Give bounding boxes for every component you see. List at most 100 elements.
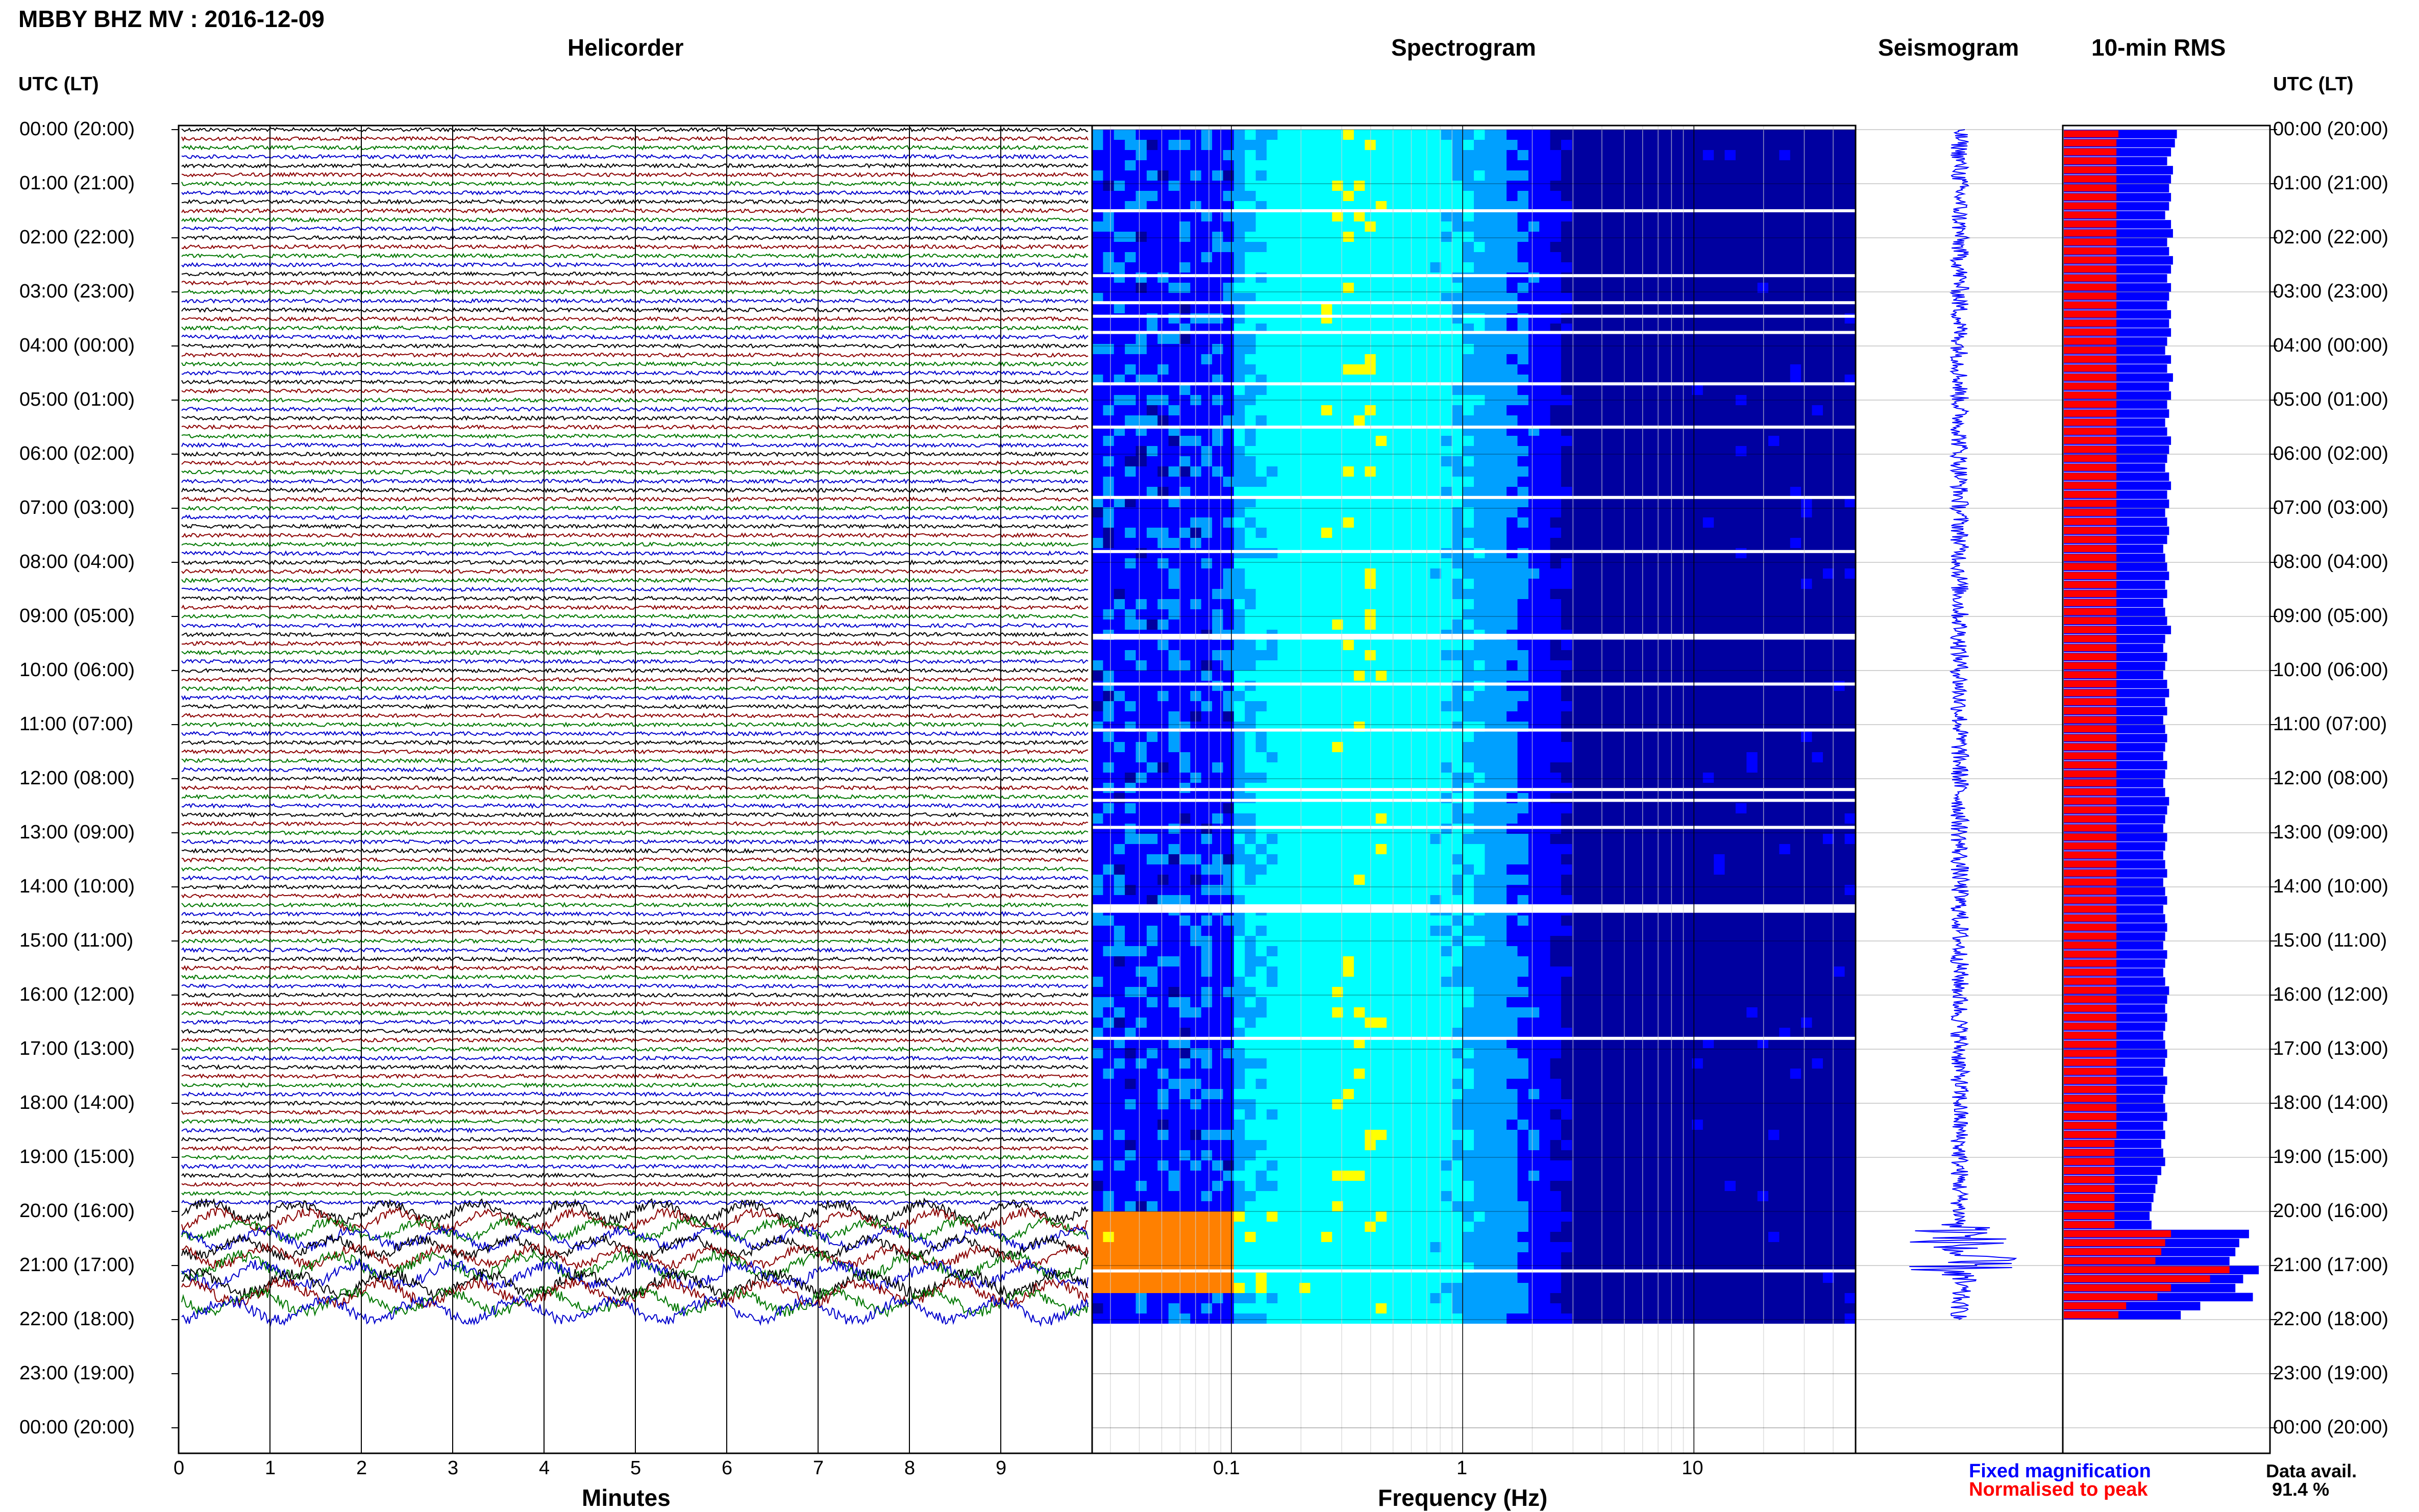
- spectrogram-cell: [1408, 517, 1420, 528]
- spectrogram-cell: [1277, 456, 1289, 466]
- spectrogram-cell: [1812, 803, 1823, 813]
- spectrogram-cell: [1768, 783, 1780, 793]
- spectrogram-cell: [1594, 211, 1606, 221]
- spectrogram-cell: [1430, 272, 1442, 283]
- spectrogram-cell: [1714, 436, 1725, 446]
- spectrogram-cell: [1702, 293, 1714, 303]
- spectrogram-cell: [1539, 221, 1551, 232]
- spectrogram-cell: [1779, 201, 1791, 211]
- spectrogram-cell: [1299, 803, 1311, 813]
- spectrogram-cell: [1834, 579, 1845, 589]
- spectrogram-cell: [1310, 599, 1322, 609]
- spectrogram-cell: [1419, 507, 1431, 517]
- spectrogram-cell: [1353, 548, 1365, 558]
- time-tick-label: 03:00 (23:00): [19, 281, 135, 302]
- spectrogram-cell: [1692, 732, 1704, 742]
- spectrogram-cell: [1157, 487, 1169, 497]
- spectrogram-cell: [1637, 466, 1649, 477]
- spectrogram-cell: [1299, 262, 1311, 272]
- spectrogram-cell: [1583, 762, 1594, 773]
- spectrogram-cell: [1114, 579, 1125, 589]
- spectrogram-cell: [1452, 477, 1464, 487]
- spectrogram-cell: [1681, 252, 1693, 262]
- spectrogram-cell: [1212, 548, 1224, 558]
- spectrogram-cell: [1648, 813, 1660, 824]
- spectrogram-cell: [1507, 650, 1518, 660]
- spectrogram-cell: [1146, 640, 1158, 650]
- spectrogram-cell: [1681, 762, 1693, 773]
- spectrogram-cell: [1822, 405, 1834, 415]
- spectrogram-cell: [1266, 813, 1278, 824]
- spectrogram-cell: [1125, 742, 1137, 752]
- spectrogram-cell: [1812, 558, 1823, 568]
- time-tick-label: 13:00 (09:00): [2273, 822, 2389, 843]
- spectrogram-cell: [1245, 242, 1256, 252]
- spectrogram-cell: [1561, 783, 1572, 793]
- spectrogram-cell: [1714, 201, 1725, 211]
- spectrogram-cell: [1463, 701, 1474, 711]
- spectrogram-cell: [1834, 773, 1845, 783]
- spectrogram-cell: [1277, 589, 1289, 599]
- spectrogram-cell: [1343, 599, 1354, 609]
- spectrogram-cell: [1692, 477, 1704, 487]
- spectrogram-cell: [1615, 538, 1627, 548]
- spectrogram-cell: [1255, 773, 1267, 783]
- spectrogram-cell: [1353, 558, 1365, 568]
- spectrogram-cell: [1517, 446, 1529, 456]
- spectrogram-cell: [1245, 589, 1256, 599]
- spectrogram-cell: [1277, 783, 1289, 793]
- spectrogram-cell: [1637, 344, 1649, 354]
- spectrogram-cell: [1288, 589, 1300, 599]
- spectrogram-cell: [1353, 334, 1365, 344]
- spectrogram-cell: [1746, 752, 1758, 762]
- spectrogram-cell: [1583, 732, 1594, 742]
- minute-tick-label: 0: [174, 1457, 185, 1479]
- spectrogram-cell: [1233, 650, 1245, 660]
- spectrogram-cell: [1201, 691, 1213, 701]
- spectrogram-cell: [1844, 558, 1856, 568]
- spectrogram-cell: [1474, 375, 1485, 385]
- spectrogram-cell: [1779, 487, 1791, 497]
- spectrogram-cell: [1605, 415, 1616, 426]
- spectrogram-cell: [1430, 283, 1442, 293]
- spectrogram-cell: [1648, 701, 1660, 711]
- spectrogram-cell: [1441, 711, 1452, 722]
- spectrogram-cell: [1419, 681, 1431, 691]
- spectrogram-cell: [1146, 579, 1158, 589]
- spectrogram-cell: [1168, 650, 1180, 660]
- spectrogram-cell: [1670, 497, 1682, 507]
- spectrogram-cell: [1517, 181, 1529, 191]
- minute-tick-label: 6: [722, 1457, 733, 1479]
- minute-tick-label: 5: [630, 1457, 641, 1479]
- spectrogram-cell: [1528, 405, 1540, 415]
- spectrogram-cell: [1245, 650, 1256, 660]
- spectrogram-cell: [1408, 262, 1420, 272]
- spectrogram-cell: [1714, 783, 1725, 793]
- spectrogram-cell: [1692, 130, 1704, 140]
- spectrogram-cell: [1605, 160, 1616, 170]
- spectrogram-cell: [1790, 711, 1801, 722]
- spectrogram-cell: [1255, 660, 1267, 671]
- spectrogram-cell: [1702, 671, 1714, 681]
- spectrogram-cell: [1332, 160, 1344, 170]
- spectrogram-cell: [1157, 579, 1169, 589]
- spectrogram-cell: [1681, 466, 1693, 477]
- spectrogram-cell: [1768, 691, 1780, 701]
- spectrogram-cell: [1463, 415, 1474, 426]
- spectrogram-cell: [1757, 242, 1769, 252]
- spectrogram-cell: [1092, 221, 1103, 232]
- spectrogram-cell: [1310, 375, 1322, 385]
- spectrogram-cell: [1768, 385, 1780, 395]
- spectrogram-cell: [1714, 160, 1725, 170]
- spectrogram-cell: [1757, 579, 1769, 589]
- spectrogram-cell: [1408, 466, 1420, 477]
- spectrogram-cell: [1201, 232, 1213, 242]
- spectrogram-cell: [1255, 650, 1267, 660]
- spectrogram-cell: [1834, 752, 1845, 762]
- spectrogram-cell: [1212, 242, 1224, 252]
- spectrogram-cell: [1288, 436, 1300, 446]
- spectrogram-cell: [1245, 262, 1256, 272]
- spectrogram-cell: [1615, 242, 1627, 252]
- spectrogram-cell: [1277, 201, 1289, 211]
- spectrogram-cell: [1332, 354, 1344, 364]
